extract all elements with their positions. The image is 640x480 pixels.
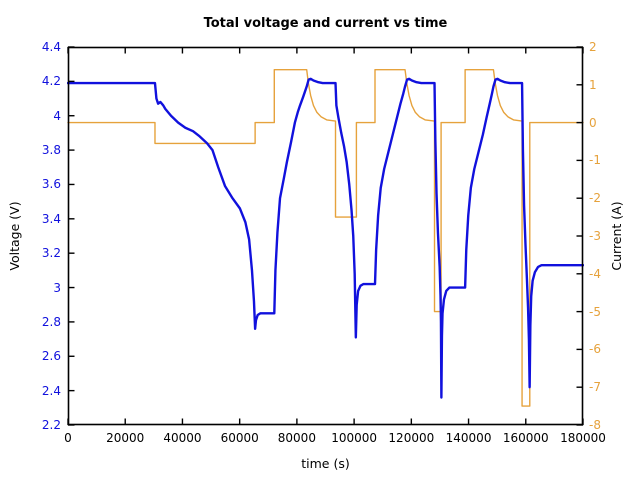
x-tick-label: 40000 [163,431,202,445]
x-tick-label: 140000 [445,431,492,445]
voltage-tick-label: 2.8 [41,314,61,329]
current-curve [67,68,584,407]
x-tick-label: 160000 [502,431,549,445]
chart-title: Total voltage and current vs time [203,16,448,31]
current-tick-label: 0 [589,115,597,130]
voltage-tick-label: 3.2 [41,246,61,261]
current-tick-label: -1 [589,153,601,168]
voltage-tick-label: 2.6 [41,349,61,364]
plot-frame [67,46,584,426]
voltage-tick-label: 4 [53,108,61,123]
x-axis-label: time (s) [301,456,350,471]
voltage-tick-label: 3.6 [41,177,61,192]
voltage-curve [67,77,584,399]
current-tick-label: -7 [589,380,601,395]
x-tick-label: 0 [64,431,72,445]
voltage-tick-label: 3.4 [41,211,61,226]
x-tick-label: 80000 [277,431,316,445]
y-axis-label-voltage: Voltage (V) [7,201,22,271]
voltage-tick-label: 4.4 [41,40,61,54]
x-tick-label: 100000 [331,431,378,445]
current-tick-label: -8 [589,418,601,432]
x-tick-label: 180000 [560,431,606,445]
current-tick-label: -5 [589,304,601,319]
voltage-tick-label: 2.2 [41,418,61,432]
x-tick-label: 120000 [388,431,435,445]
voltage-tick-label: 3.8 [41,143,61,158]
current-tick-label: -4 [589,266,601,281]
voltage-tick-label: 3 [53,280,61,295]
current-tick-label: 2 [589,40,597,54]
voltage-tick-label: 4.2 [41,74,61,89]
current-tick-label: -3 [589,229,601,243]
x-tick-label: 60000 [220,431,259,445]
current-tick-label: 1 [589,77,597,92]
current-tick-label: -6 [589,342,601,357]
current-tick-label: -2 [589,191,601,206]
voltage-tick-label: 2.4 [41,383,61,398]
x-tick-label: 20000 [106,431,145,445]
